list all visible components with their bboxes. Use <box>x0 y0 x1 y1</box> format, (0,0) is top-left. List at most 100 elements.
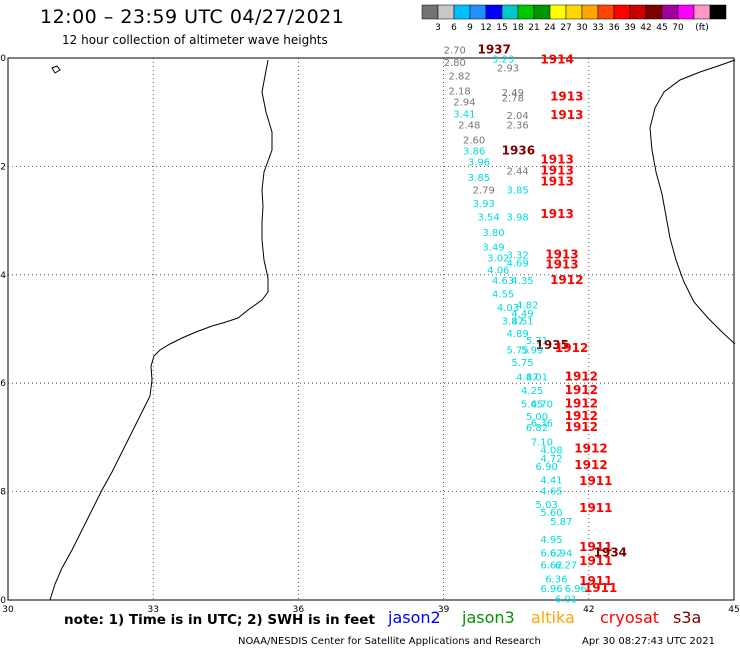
color-swatch <box>533 4 551 20</box>
wave-height-label: 1911 <box>579 554 612 568</box>
wave-height-label: 6.94 <box>550 549 572 560</box>
wave-height-label: 1913 <box>540 207 573 221</box>
legend-s3a: s3a <box>673 608 702 627</box>
wave-height-label: 4.08 <box>540 446 562 457</box>
color-scale-label: 42 <box>640 23 651 33</box>
color-swatch <box>565 4 583 20</box>
wave-height-label: 4.82 <box>516 300 538 311</box>
color-swatch <box>645 4 663 20</box>
wave-height-label: 4.95 <box>540 535 562 546</box>
wave-height-label: 2.80 <box>444 58 466 69</box>
color-scale-label: 24 <box>544 23 556 33</box>
wave-height-label: 2.48 <box>458 120 480 131</box>
wave-height-label: 4.89 <box>507 329 529 340</box>
wave-height-label: 3.86 <box>463 146 485 157</box>
wave-height-label: 4.70 <box>531 400 553 411</box>
color-swatch <box>453 4 471 20</box>
wave-height-label: 4.06 <box>487 266 509 277</box>
color-swatch <box>661 4 679 20</box>
color-swatch <box>613 4 631 20</box>
legend-cryosat: cryosat <box>600 608 660 627</box>
lon-label: 33 <box>147 605 158 615</box>
wave-height-label: 2.79 <box>473 186 495 197</box>
wave-height-label: 1911 <box>584 581 617 595</box>
wave-height-label: 4.01 <box>526 372 548 383</box>
wave-height-label: 4.25 <box>521 386 543 397</box>
color-scale-label: 33 <box>592 23 603 33</box>
wave-height-label: 3.54 <box>477 213 499 224</box>
color-scale-label: 3 <box>435 23 441 33</box>
wave-height-label: 3.49 <box>482 242 504 253</box>
wave-height-label: 4.03 <box>497 303 519 314</box>
africa-coastline <box>49 59 273 601</box>
lat-label: -30 <box>0 596 6 606</box>
wave-height-label: 1912 <box>565 397 598 411</box>
wave-height-label: 1911 <box>579 540 612 554</box>
color-scale-label: 30 <box>576 23 588 33</box>
wave-height-label: 4.55 <box>492 290 514 301</box>
wave-height-label: 1911 <box>579 501 612 515</box>
wave-height-label: 3.02 <box>487 253 509 264</box>
wave-height-label: 1934 <box>594 546 627 560</box>
lat-label: -28 <box>0 488 6 498</box>
wave-height-label: 1912 <box>565 409 598 423</box>
wave-height-label: 3.80 <box>482 228 504 239</box>
wave-height-label: 4.65 <box>540 486 562 497</box>
color-swatch <box>501 4 519 20</box>
color-swatch <box>421 4 439 20</box>
color-scale-label: 21 <box>528 23 539 33</box>
wave-height-label: 4.35 <box>511 276 533 287</box>
map-subtitle: 12 hour collection of altimeter wave hei… <box>62 33 328 47</box>
wave-height-label: 5.71 <box>526 336 548 347</box>
color-scale-label: 70 <box>672 23 684 33</box>
wave-height-label: 1913 <box>540 174 573 188</box>
wave-height-label: 2.94 <box>453 98 475 109</box>
generated-timestamp: Apr 30 08:27:43 UTC 2021 <box>582 636 715 647</box>
wave-height-label: 6.90 <box>536 462 558 473</box>
lat-lon-grid: -20 -22 -24 -26 -28 -3030 33 36 39 42 45 <box>0 54 740 615</box>
credit-line: NOAA/NESDIS Center for Satellite Applica… <box>238 636 541 647</box>
color-swatch <box>693 4 711 20</box>
wave-height-label: 4.72 <box>540 454 562 465</box>
wave-height-label: 6.96 <box>540 584 562 595</box>
lat-label: -24 <box>0 271 6 281</box>
wave-height-label: 6.91 <box>555 595 577 606</box>
color-scale-label: (ft) <box>695 23 709 33</box>
wave-height-label: 1937 <box>477 43 510 57</box>
color-swatch <box>709 4 727 20</box>
wave-height-label: 1913 <box>540 164 573 178</box>
wave-height-label: 3.87 <box>502 317 524 328</box>
wave-height-label: 1913 <box>550 89 583 103</box>
wave-height-label: 3.96 <box>468 157 490 168</box>
wave-height-label: 6.36 <box>531 419 553 430</box>
wave-height-label: 3.98 <box>507 213 529 224</box>
lon-label: 45 <box>728 605 739 615</box>
color-scale-label: 18 <box>512 23 524 33</box>
color-swatch <box>485 4 503 20</box>
wave-height-label: 4.69 <box>507 259 529 270</box>
color-swatch <box>677 4 695 20</box>
color-scale-label: 36 <box>608 23 620 33</box>
wave-height-label: 1913 <box>545 248 578 262</box>
lon-label: 42 <box>583 605 594 615</box>
wave-height-label: 1912 <box>550 273 583 287</box>
legend-altika: altika <box>531 608 575 627</box>
wave-height-label: 1911 <box>579 474 612 488</box>
color-scale-label: 27 <box>560 23 571 33</box>
wave-height-label: 3.85 <box>507 186 529 197</box>
wave-height-label: 5.60 <box>540 508 562 519</box>
map-frame <box>7 57 735 601</box>
color-swatch <box>629 4 647 20</box>
wave-height-label: 5.00 <box>526 412 548 423</box>
wave-height-label: 2.93 <box>497 64 519 75</box>
wave-height-label: 2.70 <box>444 46 466 57</box>
lon-label: 36 <box>293 605 305 615</box>
wave-height-label: 6.27 <box>555 561 577 572</box>
coastline <box>49 59 736 601</box>
wave-height-label: 5.03 <box>536 500 558 511</box>
color-swatch <box>437 4 455 20</box>
wave-height-label: 1913 <box>540 153 573 167</box>
wave-height-label: 4.51 <box>511 317 533 328</box>
color-swatch <box>517 4 535 20</box>
wave-height-label: 1935 <box>536 338 569 352</box>
